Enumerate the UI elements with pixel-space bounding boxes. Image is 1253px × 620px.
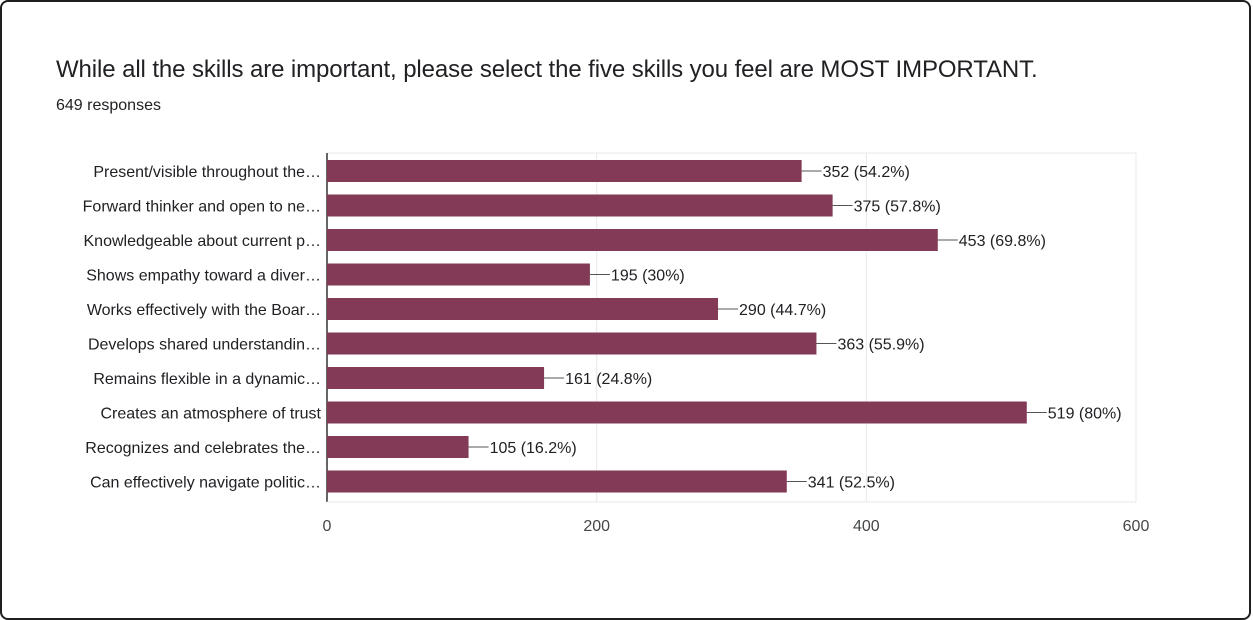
data-label: 352 (54.2%) — [823, 164, 910, 181]
data-label: 161 (24.8%) — [565, 371, 652, 388]
category-label: Forward thinker and open to ne… — [83, 199, 321, 216]
category-label: Can effectively navigate politic… — [90, 475, 321, 492]
bar[interactable] — [327, 298, 719, 320]
x-tick-label: 0 — [323, 518, 332, 535]
bar[interactable] — [327, 436, 469, 458]
bar[interactable] — [327, 194, 833, 217]
category-label: Knowledgeable about current p… — [84, 233, 322, 250]
question-title: While all the skills are important, plea… — [56, 56, 1038, 83]
category-label: Recognizes and celebrates the… — [85, 440, 321, 457]
labels: 0 200 400 600 Present/visible throughout the… — [83, 164, 1150, 535]
x-tick-label: 600 — [1123, 518, 1150, 535]
response-count: 649 responses — [56, 97, 161, 114]
category-label: Shows empathy toward a diver… — [86, 268, 321, 285]
data-label: 290 (44.7%) — [739, 302, 826, 319]
data-label: 375 (57.8%) — [854, 199, 941, 216]
bars — [327, 160, 1027, 493]
data-label: 195 (30%) — [611, 268, 685, 285]
x-tick-label: 200 — [583, 518, 610, 535]
x-tick-label: 400 — [853, 518, 880, 535]
bar[interactable] — [327, 470, 787, 493]
data-label: 453 (69.8%) — [959, 233, 1046, 250]
bar-chart: 0 200 400 600 Present/visible throughout the… — [83, 152, 1150, 535]
category-label: Creates an atmosphere of trust — [100, 406, 321, 423]
category-label: Develops shared understandin… — [88, 337, 321, 354]
data-label: 341 (52.5%) — [808, 475, 895, 492]
bar[interactable] — [327, 160, 802, 182]
category-label: Works effectively with the Boar… — [87, 302, 321, 319]
category-label: Present/visible throughout the… — [93, 164, 321, 181]
bar[interactable] — [327, 367, 545, 389]
data-label: 363 (55.9%) — [837, 337, 924, 354]
category-label: Remains flexible in a dynamic… — [93, 371, 321, 388]
bar[interactable] — [327, 332, 817, 355]
bar[interactable] — [327, 229, 938, 251]
bar[interactable] — [327, 401, 1027, 424]
data-label: 519 (80%) — [1048, 406, 1122, 423]
data-label: 105 (16.2%) — [490, 440, 577, 457]
bar[interactable] — [327, 263, 590, 286]
